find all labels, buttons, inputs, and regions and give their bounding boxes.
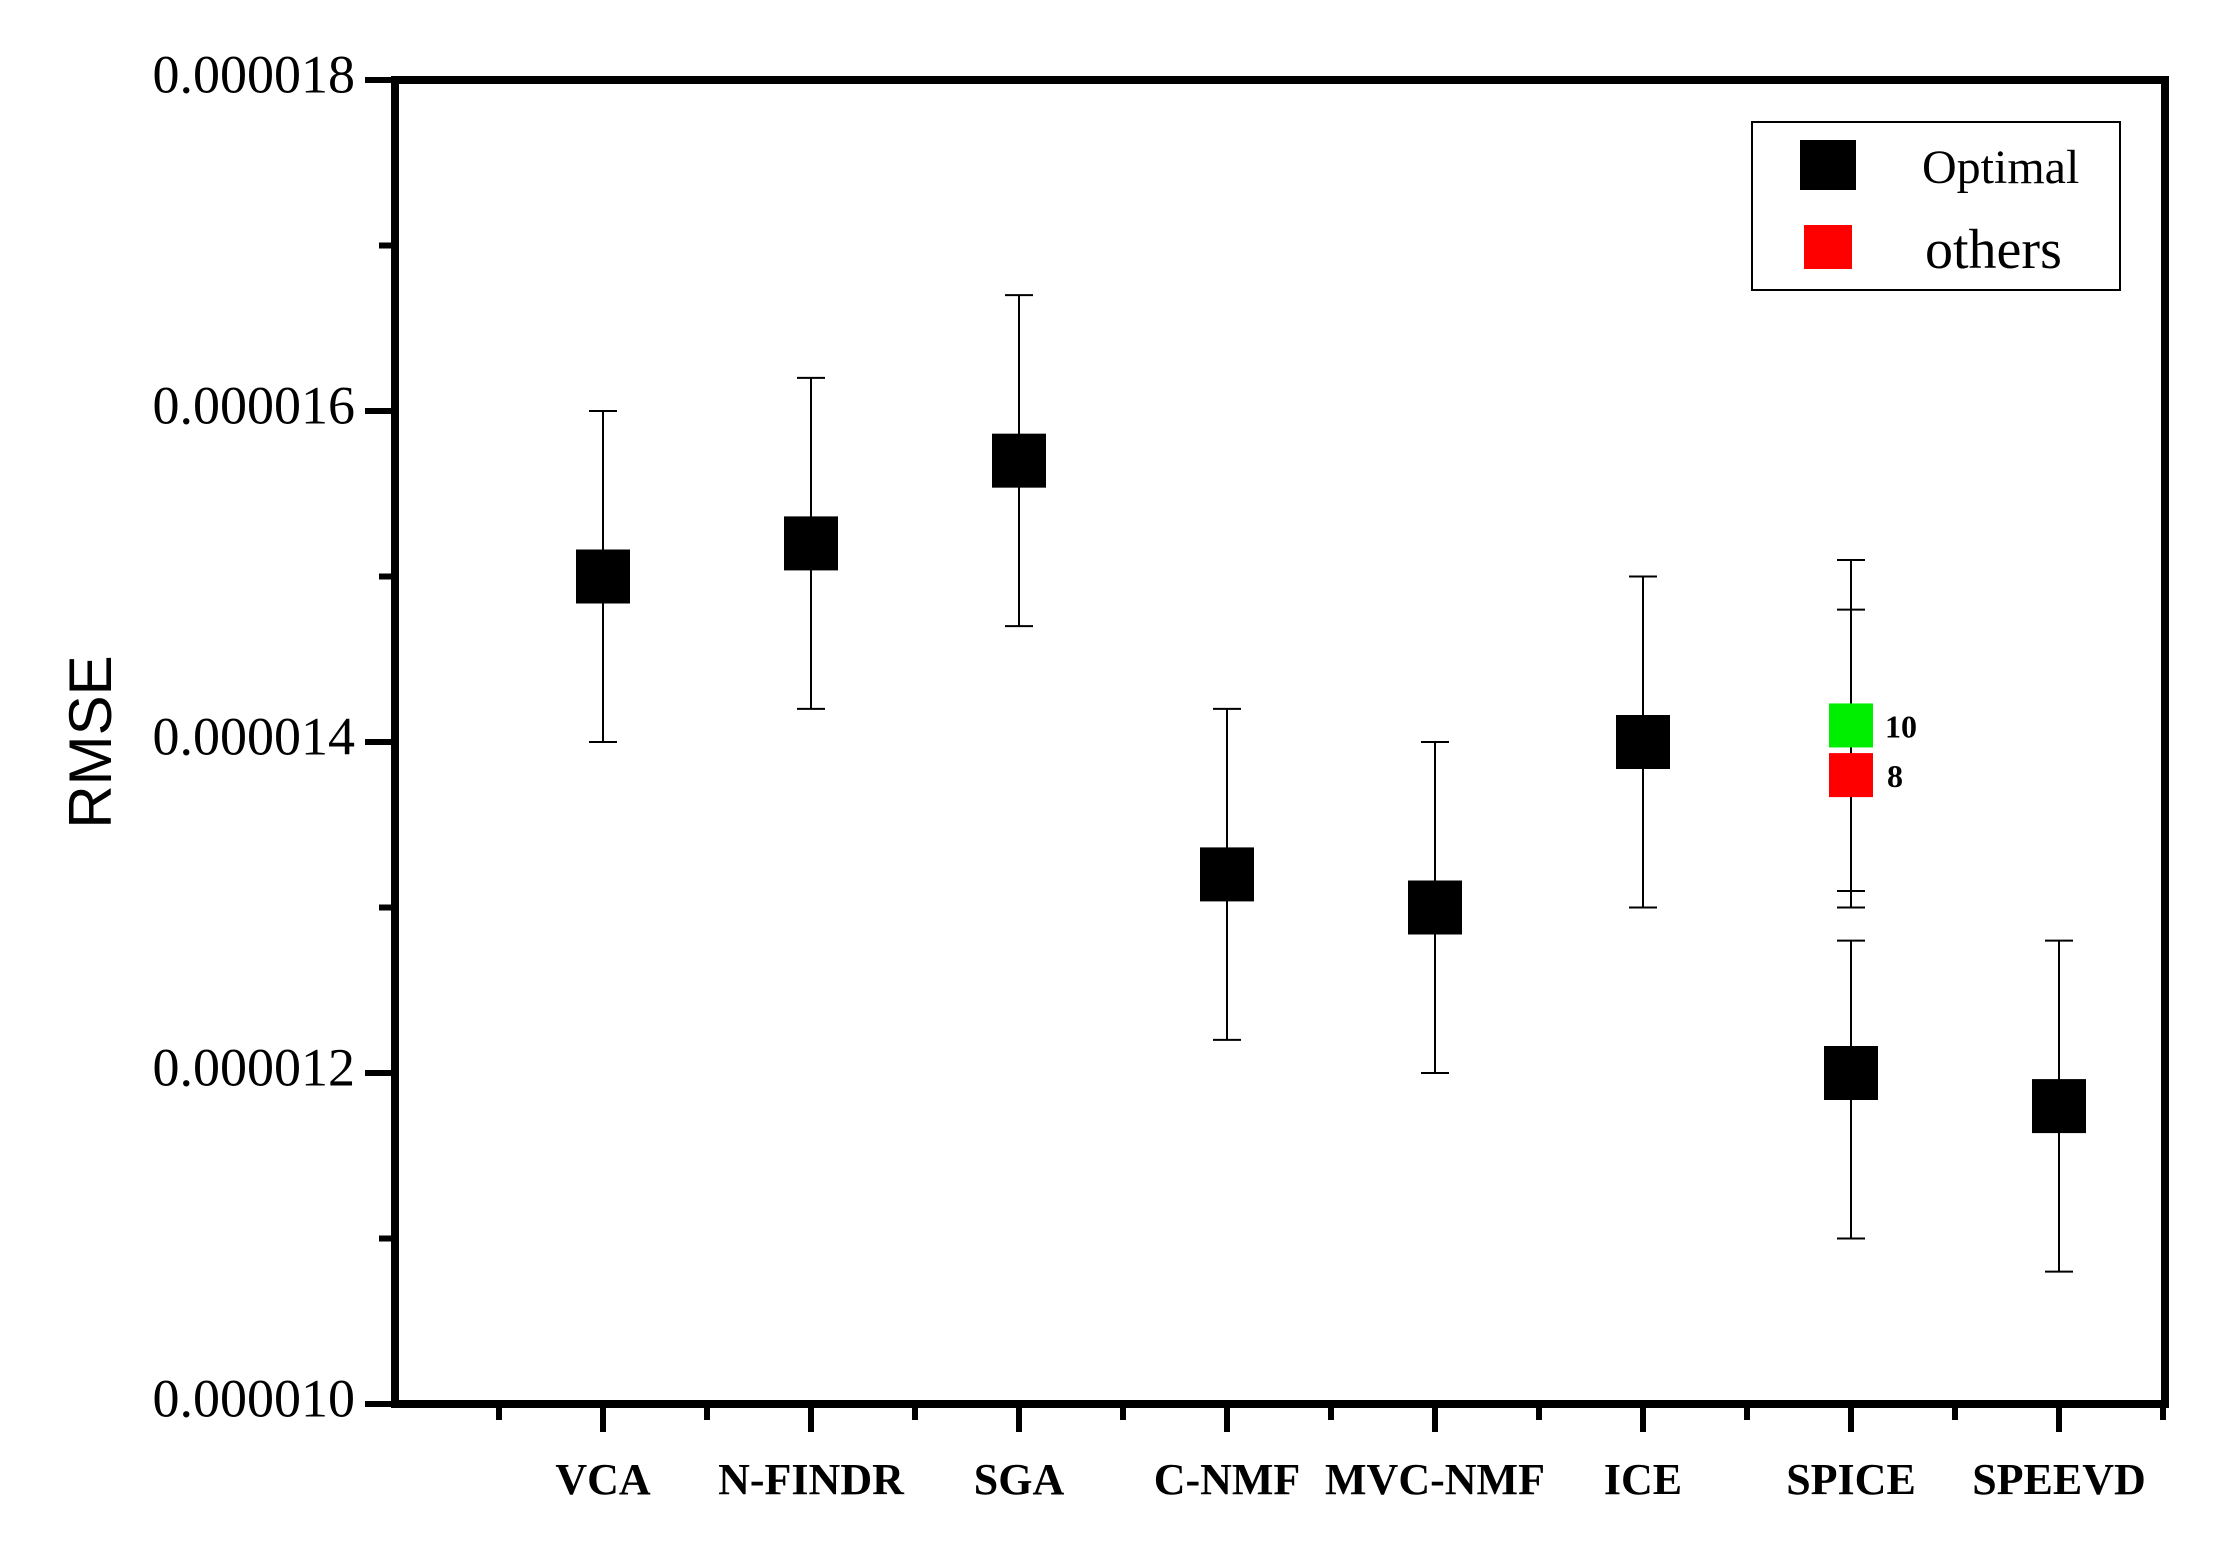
- y-tick-label: 0.000012: [153, 1037, 356, 1097]
- optimal-point: [1408, 880, 1462, 935]
- data-marks: 108: [576, 294, 2086, 1273]
- x-tick-label: N-FINDR: [718, 1455, 905, 1504]
- legend-swatch-optimal: [1800, 140, 1856, 190]
- legend-swatch-others: [1804, 225, 1852, 269]
- optimal-point: [1200, 847, 1254, 902]
- others-point: [1829, 753, 1873, 798]
- optimal-point: [1824, 1046, 1878, 1100]
- x-tick-label: ICE: [1604, 1455, 1682, 1504]
- x-tick-label: MVC-NMF: [1325, 1455, 1545, 1504]
- optimal-point: [576, 549, 630, 604]
- extra-point: [1829, 703, 1873, 748]
- x-tick-label: VCA: [555, 1455, 651, 1504]
- x-tick-label: SPICE: [1786, 1455, 1916, 1504]
- y-tick-label: 0.000016: [153, 375, 356, 435]
- y-axis: 0.000010 0.000012 0.000014 0.000016 0.000018: [153, 44, 395, 1428]
- x-tick-label: SGA: [974, 1455, 1065, 1504]
- optimal-point: [2032, 1079, 2086, 1134]
- y-tick-label: 0.000018: [153, 44, 356, 104]
- x-tick-label: SPEEVD: [1972, 1455, 2146, 1504]
- legend-label-optimal: Optimal: [1922, 141, 2079, 194]
- optimal-point: [784, 516, 838, 571]
- y-axis-label: RMSE: [57, 655, 124, 828]
- y-tick-label: 0.000010: [153, 1368, 356, 1428]
- optimal-point: [1616, 715, 1670, 769]
- x-tick-label: C-NMF: [1154, 1455, 1301, 1504]
- optimal-point: [992, 433, 1046, 488]
- point-annotation: 8: [1887, 758, 1903, 794]
- y-tick-label: 0.000014: [153, 706, 356, 766]
- x-axis: VCA N-FINDR SGA C-NMF MVC-NMF ICE SPICE SPEEVD: [496, 1404, 2166, 1504]
- legend-label-others: others: [1925, 219, 2062, 281]
- legend: Optimal others: [1751, 121, 2121, 291]
- point-annotation: 10: [1885, 708, 1917, 744]
